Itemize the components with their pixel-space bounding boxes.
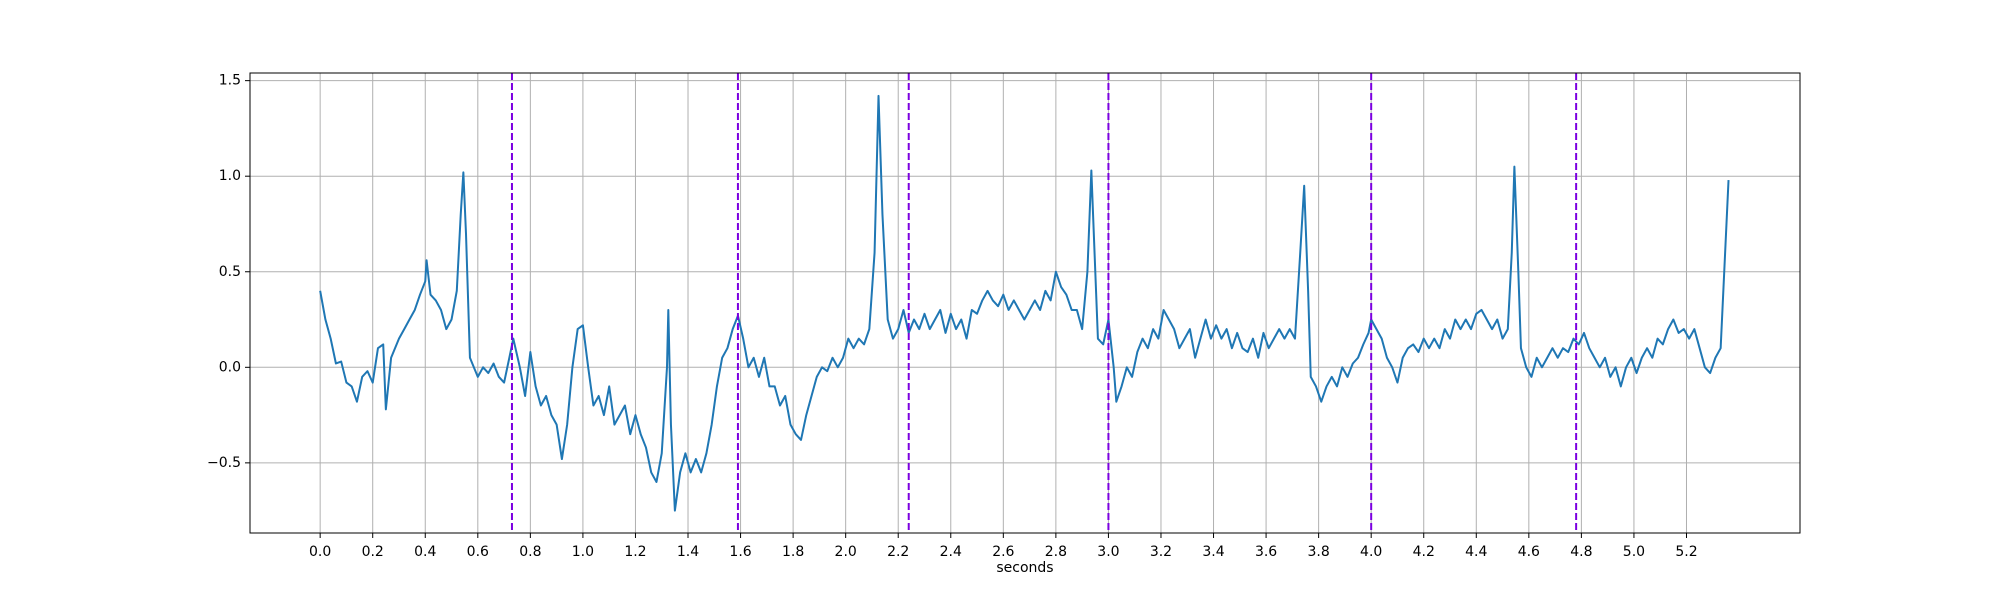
x-tick-label: 4.4 <box>1465 544 1487 560</box>
plot-frame <box>249 72 1801 534</box>
x-tick-label: 0.4 <box>414 544 436 560</box>
x-tick-label: 1.2 <box>624 544 646 560</box>
x-tick-label: 3.6 <box>1255 544 1277 560</box>
x-tick-label: 1.4 <box>677 544 699 560</box>
signal-line <box>319 94 1730 512</box>
x-tick-label: 1.0 <box>572 544 594 560</box>
x-tick-label: 4.6 <box>1518 544 1540 560</box>
x-tick-label: 2.4 <box>940 544 962 560</box>
x-tick-label: 1.8 <box>782 544 804 560</box>
x-tick-label: 0.8 <box>519 544 541 560</box>
x-tick-label: 4.2 <box>1413 544 1435 560</box>
x-tick-label: 2.2 <box>887 544 909 560</box>
x-tick-label: 3.0 <box>1097 544 1119 560</box>
x-tick-label: 3.4 <box>1202 544 1224 560</box>
x-tick-label: 5.2 <box>1675 544 1697 560</box>
y-tick-label: 0.5 <box>219 264 241 280</box>
y-tick-label: 0.0 <box>219 359 241 375</box>
x-tick-label: 4.0 <box>1360 544 1382 560</box>
y-tick-label: −0.5 <box>207 455 241 471</box>
x-tick-label: 0.2 <box>362 544 384 560</box>
y-tick-label: 1.0 <box>219 168 241 184</box>
x-tick-label: 0.6 <box>467 544 489 560</box>
x-tick-label: 2.8 <box>1045 544 1067 560</box>
x-tick-label: 3.2 <box>1150 544 1172 560</box>
x-axis-label: seconds <box>996 560 1053 576</box>
x-tick-label: 4.8 <box>1570 544 1592 560</box>
y-tick-label: 1.5 <box>219 73 241 89</box>
x-tick-label: 5.0 <box>1623 544 1645 560</box>
x-tick-label: 0.0 <box>309 544 331 560</box>
x-tick-label: 3.8 <box>1307 544 1329 560</box>
x-tick-label: 2.0 <box>835 544 857 560</box>
x-tick-label: 1.6 <box>729 544 751 560</box>
x-tick-label: 2.6 <box>992 544 1014 560</box>
